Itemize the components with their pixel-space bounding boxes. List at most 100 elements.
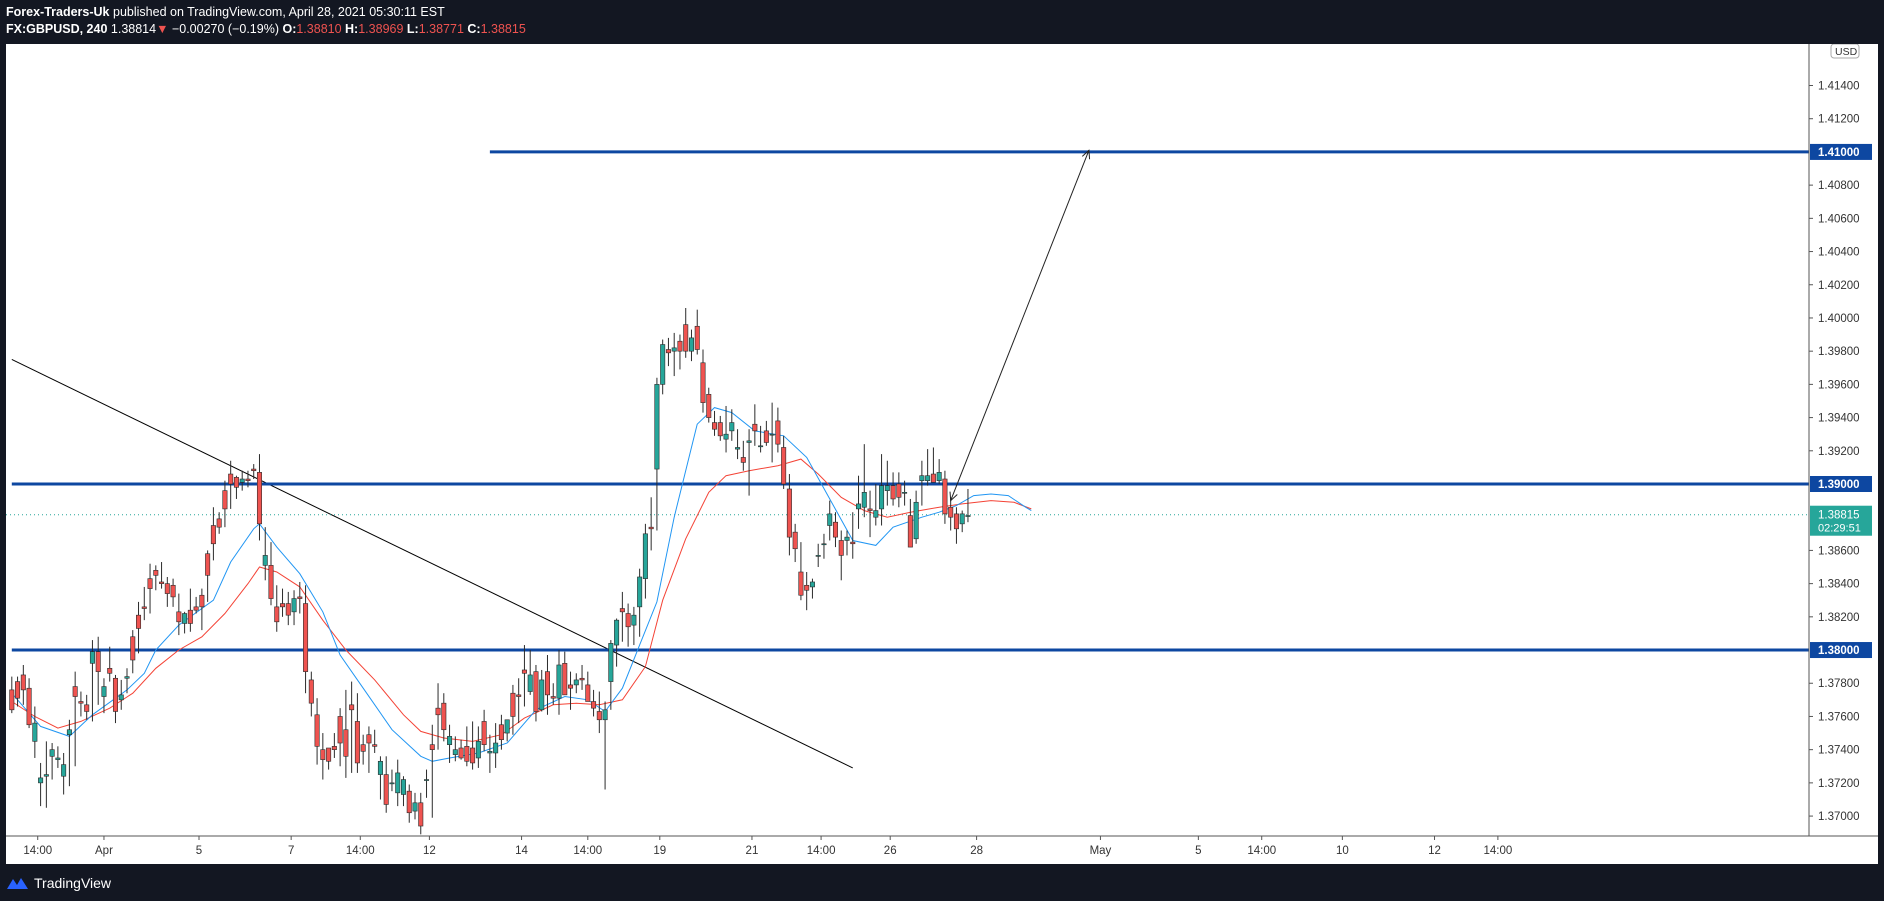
candle-down — [205, 553, 211, 576]
candle-up — [101, 686, 107, 697]
price-tick-label: 1.38400 — [1818, 579, 1860, 591]
candle-down — [15, 681, 21, 699]
candle-down — [516, 694, 522, 697]
candle-up — [844, 536, 850, 541]
candle-up — [475, 741, 481, 759]
candle-up — [182, 613, 188, 624]
price-tick-label: 1.41400 — [1818, 81, 1860, 93]
candle-up — [758, 445, 764, 448]
candle-down — [383, 774, 389, 805]
candle-up — [608, 643, 614, 682]
candle-up — [377, 760, 383, 775]
price-tick-label: 1.38200 — [1818, 612, 1860, 624]
candle-down — [84, 704, 90, 712]
candle-down — [280, 603, 286, 608]
candle-down — [435, 707, 441, 716]
level-price-tag — [1810, 642, 1872, 659]
currency-box[interactable] — [1830, 44, 1860, 59]
candle-down — [786, 488, 792, 538]
candle-down — [896, 483, 902, 498]
candle-down — [199, 594, 205, 608]
candle-down — [26, 687, 32, 726]
candle-up — [861, 492, 867, 508]
current-price-label: 1.38815 — [1818, 510, 1860, 522]
time-tick-label: May — [1090, 845, 1112, 857]
candle-down — [314, 714, 320, 747]
chart-header: Forex-Traders-Uk published on TradingVie… — [0, 0, 1884, 44]
chart-background[interactable] — [6, 44, 1878, 864]
symbol-label[interactable]: FX:GBPUSD, 240 — [6, 22, 108, 36]
candle-down — [9, 689, 15, 711]
candle-up — [43, 774, 49, 777]
candle-up — [389, 782, 395, 785]
candle-down — [867, 508, 873, 511]
price-axis[interactable] — [1809, 44, 1878, 864]
candle-down — [429, 744, 435, 750]
candle-down — [596, 711, 602, 721]
author-name[interactable]: Forex-Traders-Uk — [6, 5, 110, 19]
time-tick-label: 12 — [423, 845, 436, 857]
candle-up — [614, 619, 620, 646]
candle-up — [66, 729, 72, 736]
candle-up — [925, 475, 931, 481]
candle-up — [936, 472, 942, 481]
projection-arrow — [950, 150, 1090, 501]
candle-up — [959, 513, 965, 525]
candle-up — [746, 440, 752, 443]
tradingview-logo-icon[interactable] — [6, 875, 30, 891]
candle-down — [953, 513, 959, 530]
footer-brand[interactable]: TradingView — [34, 875, 112, 891]
candle-down — [159, 581, 165, 584]
candle-up — [55, 757, 61, 760]
close-value: 1.38815 — [480, 22, 526, 36]
open-label: O: — [282, 22, 297, 36]
candle-down — [464, 746, 470, 762]
candle-down — [141, 606, 147, 609]
candle-down — [303, 603, 309, 672]
price-chart[interactable]: 1.41400 1.41200 1.40800 1.40600 1.40400 1.402… — [6, 44, 1878, 864]
candle-down — [521, 669, 527, 674]
candle-up — [735, 447, 741, 450]
candle-down — [850, 541, 856, 545]
candle-up — [873, 510, 879, 518]
time-tick-label: 14:00 — [23, 845, 52, 857]
candle-down — [107, 668, 113, 674]
candle-down — [274, 606, 280, 623]
candle-up — [395, 772, 401, 794]
candle-down — [498, 724, 504, 740]
candle-down — [568, 684, 574, 689]
candle-down — [907, 515, 913, 548]
candle-down — [256, 472, 262, 525]
candle-up — [504, 719, 510, 734]
candle-down — [187, 609, 193, 624]
candle-up — [815, 555, 821, 557]
candle-up — [239, 478, 245, 483]
candle-down — [441, 702, 447, 731]
candle-down — [763, 430, 769, 443]
high-value: 1.38969 — [358, 22, 404, 36]
candle-down — [354, 721, 360, 764]
low-label: L: — [406, 22, 419, 36]
candle-up — [539, 679, 545, 711]
price-tick-label: 1.40600 — [1818, 213, 1860, 225]
price-tick-label: 1.37400 — [1818, 745, 1860, 757]
time-tick-label: 14 — [515, 845, 528, 857]
candle-up — [637, 576, 643, 608]
candle-up — [879, 485, 885, 510]
candle-up — [493, 742, 499, 754]
candle-down — [78, 701, 84, 704]
candle-down — [550, 696, 556, 699]
candle-down — [470, 747, 476, 764]
candle-down — [222, 490, 228, 510]
current-price-tag — [1810, 505, 1872, 536]
time-tick-label: 26 — [884, 845, 897, 857]
candle-down — [792, 531, 798, 550]
candle-down — [147, 578, 153, 589]
candle-down — [458, 747, 464, 759]
candle-up — [809, 581, 815, 588]
chart-area[interactable]: 1.41400 1.41200 1.40800 1.40600 1.40400 1.402… — [6, 44, 1878, 864]
candle-down — [533, 671, 539, 712]
candle-down — [193, 606, 199, 611]
price-tick-label: 1.39400 — [1818, 413, 1860, 425]
candle-down — [510, 692, 516, 717]
